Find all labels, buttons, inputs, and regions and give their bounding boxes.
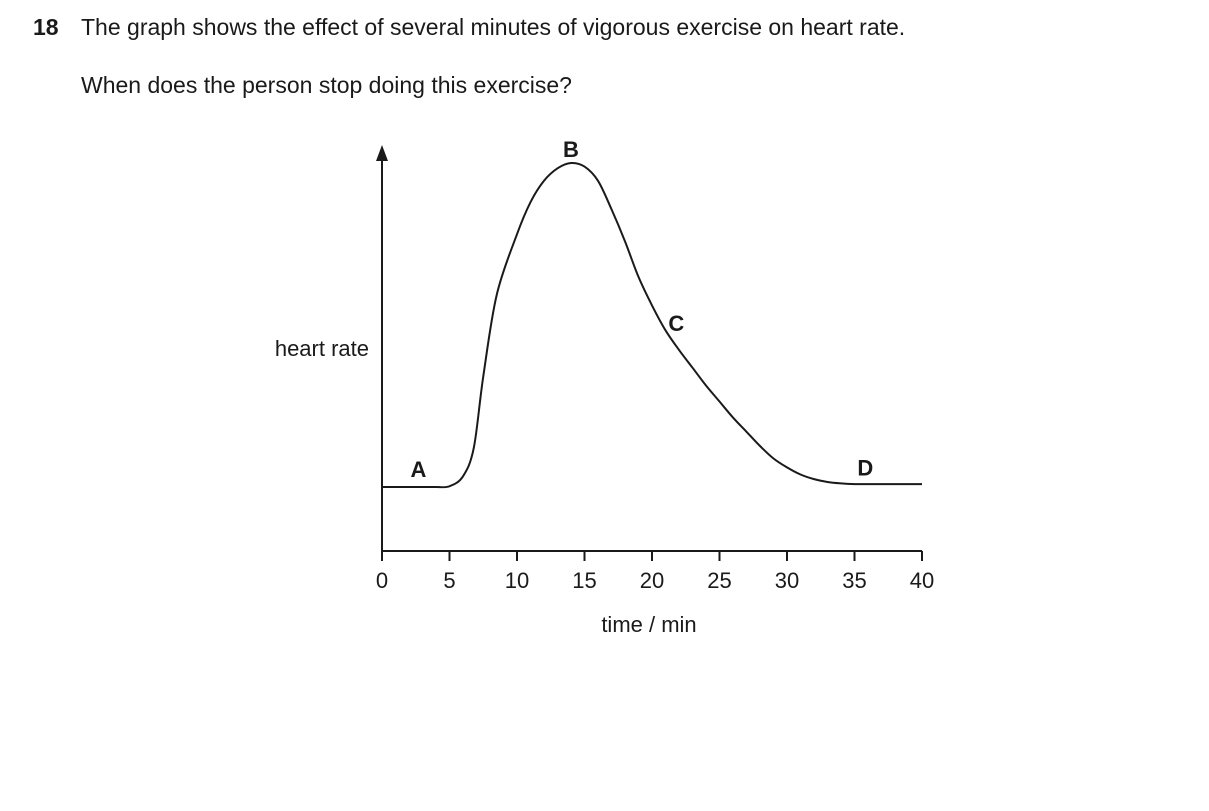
chart-series <box>382 161 922 489</box>
x-axis-ticks: 0 5 10 15 20 25 30 35 40 <box>376 551 934 593</box>
x-tick-label: 25 <box>707 568 731 593</box>
chart-axes <box>376 145 922 552</box>
question-text: The graph shows the effect of several mi… <box>81 14 906 40</box>
point-label-c: C <box>668 311 684 336</box>
point-label-a: A <box>411 457 427 482</box>
x-tick-label: 35 <box>842 568 866 593</box>
question-prompt: When does the person stop doing this exe… <box>81 72 572 98</box>
x-tick-label: 40 <box>910 568 934 593</box>
y-axis-arrow <box>376 145 388 161</box>
y-axis-label: heart rate <box>275 336 369 361</box>
question-number: 18 <box>33 14 59 40</box>
x-tick-label: 10 <box>505 568 529 593</box>
point-label-b: B <box>563 137 579 162</box>
point-label-d: D <box>857 455 873 480</box>
x-axis-label: time / min <box>601 612 696 637</box>
x-tick-label: 15 <box>572 568 596 593</box>
x-tick-label: 0 <box>376 568 388 593</box>
x-tick-label: 5 <box>443 568 455 593</box>
heart-rate-line <box>382 161 922 489</box>
x-tick-label: 30 <box>775 568 799 593</box>
chart-annotations: A B C D <box>411 137 874 482</box>
x-tick-label: 20 <box>640 568 664 593</box>
